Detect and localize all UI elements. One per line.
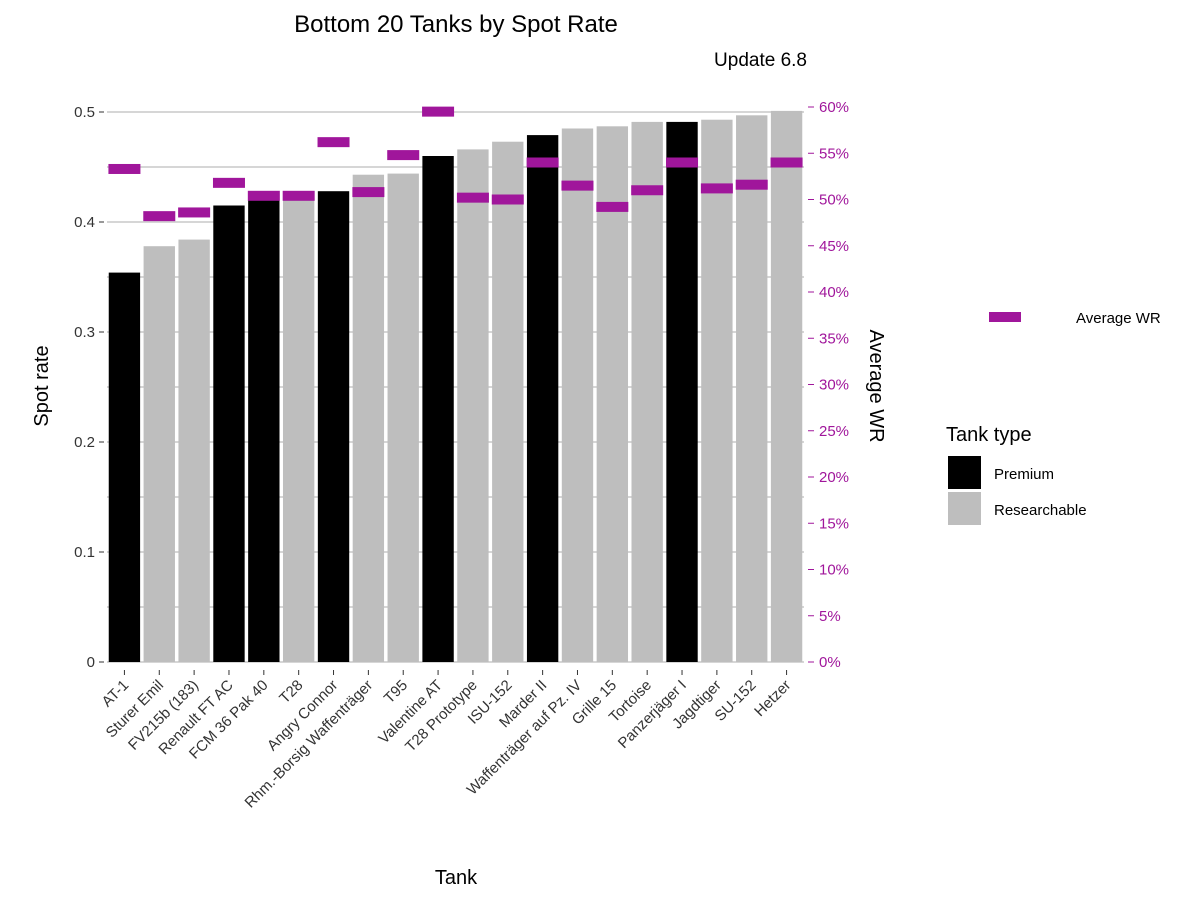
y2-tick-label: 35% bbox=[819, 330, 849, 347]
y2-tick-label: 40% bbox=[819, 284, 849, 301]
y-tick-label: 0.4 bbox=[74, 214, 95, 231]
bar bbox=[631, 121, 663, 662]
legend-average-wr-swatch bbox=[989, 312, 1021, 322]
x-axis-title: Tank bbox=[435, 867, 478, 889]
bar bbox=[317, 191, 350, 662]
x-tick-label: Hetzer bbox=[751, 677, 794, 720]
y-tick-label: 0.1 bbox=[74, 544, 95, 561]
average-wr-mark bbox=[770, 157, 803, 168]
legend-tank-type-title: Tank type bbox=[946, 424, 1032, 446]
left-axis: 0 0.1 0.2 0.3 0.4 0.5 bbox=[74, 104, 104, 671]
legend-average-wr-label: Average WR bbox=[1076, 310, 1161, 327]
average-wr-mark bbox=[561, 180, 594, 191]
bar bbox=[561, 128, 594, 662]
y2-axis-title: Average WR bbox=[865, 329, 887, 442]
y-tick-label: 0.5 bbox=[74, 104, 95, 121]
y2-tick-label: 5% bbox=[819, 608, 841, 625]
legend-premium-label: Premium bbox=[994, 466, 1054, 483]
bar bbox=[736, 115, 768, 663]
y2-tick-label: 0% bbox=[819, 654, 841, 671]
average-wr-mark bbox=[700, 183, 733, 194]
average-wr-mark bbox=[631, 185, 664, 196]
bar bbox=[596, 126, 629, 663]
bar bbox=[213, 205, 245, 662]
y2-tick-label: 15% bbox=[819, 515, 849, 532]
y2-tick-label: 60% bbox=[819, 99, 849, 116]
y-tick-label: 0.3 bbox=[74, 324, 95, 341]
y-axis-title: Spot rate bbox=[31, 345, 53, 426]
average-wr-mark bbox=[735, 179, 768, 190]
x-tick-label: T95 bbox=[381, 677, 411, 707]
chart-subtitle: Update 6.8 bbox=[714, 50, 807, 71]
bar bbox=[352, 174, 385, 662]
average-wr-mark bbox=[178, 207, 211, 218]
legend-average-wr: Average WR bbox=[989, 310, 1161, 327]
bar bbox=[143, 246, 175, 662]
right-axis: 0% 5% 10% 15% 20% 25% 30% 35% 40% 45% 50% 55% 60% bbox=[808, 99, 849, 671]
bar bbox=[492, 141, 524, 662]
bar bbox=[282, 198, 315, 662]
y2-tick-label: 10% bbox=[819, 562, 849, 579]
bar bbox=[701, 119, 733, 662]
average-wr-mark bbox=[666, 157, 699, 168]
legend-tank-type: Tank type Premium Researchable bbox=[946, 424, 1087, 525]
average-wr-mark bbox=[108, 163, 141, 174]
bar bbox=[422, 156, 454, 662]
average-wr-mark bbox=[387, 150, 420, 161]
y2-tick-label: 55% bbox=[819, 145, 849, 162]
bar bbox=[526, 135, 559, 663]
x-tick-label: T28 bbox=[276, 677, 306, 707]
bar bbox=[178, 239, 210, 662]
legend-researchable-swatch bbox=[948, 492, 981, 525]
y-tick-label: 0 bbox=[87, 654, 95, 671]
bar bbox=[770, 110, 803, 662]
average-wr-mark bbox=[317, 137, 350, 148]
y2-tick-label: 30% bbox=[819, 377, 849, 394]
y2-tick-label: 25% bbox=[819, 423, 849, 440]
average-wr-mark bbox=[596, 201, 629, 212]
average-wr-mark bbox=[282, 190, 315, 201]
bar bbox=[387, 173, 419, 662]
y-tick-label: 0.2 bbox=[74, 434, 95, 451]
legend-researchable-label: Researchable bbox=[994, 502, 1087, 519]
average-wr-marks bbox=[108, 106, 803, 222]
average-wr-mark bbox=[422, 106, 455, 117]
average-wr-mark bbox=[456, 192, 489, 203]
bars bbox=[108, 110, 803, 663]
bar bbox=[108, 272, 141, 662]
average-wr-mark bbox=[212, 177, 245, 188]
grid-lines bbox=[107, 111, 804, 663]
average-wr-mark bbox=[491, 194, 524, 205]
average-wr-mark bbox=[526, 157, 559, 168]
bar bbox=[248, 198, 280, 662]
bar bbox=[457, 149, 489, 662]
chart-title: Bottom 20 Tanks by Spot Rate bbox=[294, 11, 618, 38]
y2-tick-label: 20% bbox=[819, 469, 849, 486]
legend-premium-swatch bbox=[948, 456, 981, 489]
y2-tick-label: 45% bbox=[819, 238, 849, 255]
average-wr-mark bbox=[143, 211, 176, 222]
average-wr-mark bbox=[352, 187, 385, 198]
bar bbox=[666, 121, 698, 662]
average-wr-mark bbox=[247, 190, 280, 201]
y2-tick-label: 50% bbox=[819, 192, 849, 209]
